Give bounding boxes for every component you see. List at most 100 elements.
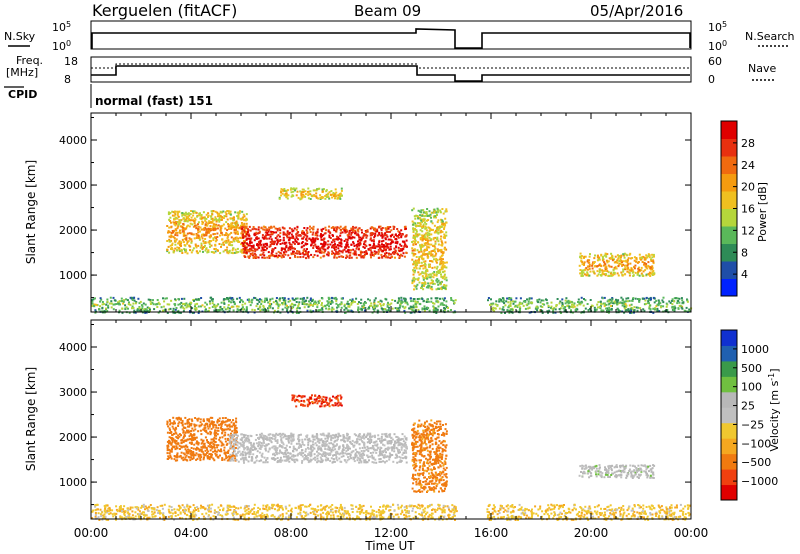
scatter-cell xyxy=(252,254,255,257)
scatter-cell xyxy=(412,516,415,519)
scatter-cell xyxy=(243,235,246,238)
scatter-cell xyxy=(614,260,617,263)
scatter-cell xyxy=(247,228,249,231)
scatter-cell xyxy=(284,303,287,306)
scatter-cell xyxy=(370,302,373,305)
scatter-cell xyxy=(423,237,426,240)
scatter-cell xyxy=(192,247,195,250)
scatter-cell xyxy=(243,219,246,222)
scatter-cell xyxy=(537,301,540,304)
scatter-cell xyxy=(264,226,267,229)
scatter-cell xyxy=(436,214,438,216)
scatter-cell xyxy=(581,301,584,304)
scatter-cell xyxy=(174,247,177,250)
scatter-cell xyxy=(182,217,185,220)
scatter-cell xyxy=(279,243,282,245)
scatter-cell xyxy=(435,288,438,291)
scatter-cell xyxy=(633,510,636,513)
scatter-cell xyxy=(337,305,340,308)
colorbar-swatch xyxy=(721,121,737,139)
scatter-cell xyxy=(373,250,376,253)
scatter-cell xyxy=(366,517,369,520)
scatter-cell xyxy=(421,284,424,287)
scatter-cell xyxy=(282,189,285,192)
scatter-cell xyxy=(264,242,267,245)
scatter-cell xyxy=(156,303,159,305)
scatter-cell xyxy=(677,300,680,302)
scatter-cell xyxy=(235,220,238,223)
scatter-cell xyxy=(641,516,643,519)
scatter-cell xyxy=(637,267,640,270)
scatter-cell xyxy=(439,281,442,284)
cpid-row: CPID normal (fast) 151 xyxy=(4,84,213,108)
scatter-cell xyxy=(564,306,567,308)
scatter-cell xyxy=(510,299,513,302)
scatter-cell xyxy=(288,241,291,244)
scatter-cell xyxy=(414,505,417,508)
scatter-cell xyxy=(388,252,390,255)
scatter-cell xyxy=(92,509,95,512)
scatter-cell xyxy=(236,231,239,234)
scatter-cell xyxy=(374,229,377,232)
scatter-cell xyxy=(594,254,596,257)
scatter-cell xyxy=(386,256,389,259)
scatter-cell xyxy=(421,282,424,285)
scatter-cell xyxy=(332,514,335,517)
scatter-cell xyxy=(282,233,285,236)
scatter-cell xyxy=(586,516,589,519)
scatter-cell xyxy=(176,214,179,217)
scatter-cell xyxy=(226,233,228,236)
scatter-cell xyxy=(290,302,293,305)
scatter-cell xyxy=(516,304,519,307)
scatter-cell xyxy=(182,223,185,225)
scatter-cell xyxy=(363,251,366,254)
scatter-cell xyxy=(628,269,631,271)
scatter-cell xyxy=(453,511,456,514)
scatter-cell xyxy=(367,298,370,301)
scatter-cell xyxy=(176,231,179,234)
scatter-cell xyxy=(295,241,298,244)
scatter-cell xyxy=(435,310,438,313)
scatter-cell xyxy=(297,231,300,233)
scatter-cell xyxy=(170,226,173,229)
scatter-cell xyxy=(275,303,278,306)
scatter-cell xyxy=(404,225,407,228)
scatter-cell xyxy=(183,220,186,223)
scatter-cell xyxy=(324,248,327,251)
scatter-cell xyxy=(337,197,339,200)
scatter-cell xyxy=(424,277,427,280)
scatter-cell xyxy=(306,248,308,251)
scatter-cell xyxy=(253,296,256,299)
scatter-cell xyxy=(223,215,226,217)
scatter-cell xyxy=(373,509,376,512)
scatter-cell xyxy=(644,258,647,261)
scatter-cell xyxy=(241,303,244,306)
scatter-cell xyxy=(380,240,383,243)
scatter-cell xyxy=(193,299,195,302)
scatter-cell xyxy=(219,229,222,232)
scatter-cell xyxy=(262,504,265,507)
scatter-cell xyxy=(430,243,433,246)
scatter-cell xyxy=(204,219,207,222)
scatter-region xyxy=(411,207,448,291)
scatter-cell xyxy=(271,307,274,310)
scatter-cell xyxy=(201,223,204,225)
scatter-cell xyxy=(335,238,338,241)
scatter-cell xyxy=(253,227,256,230)
scatter-cell xyxy=(554,308,557,311)
scatter-cell xyxy=(559,312,562,314)
scatter-cell xyxy=(125,516,128,519)
scatter-cell xyxy=(302,193,305,196)
scatter-cell xyxy=(650,258,652,261)
scatter-cell xyxy=(226,512,229,515)
scatter-cell xyxy=(330,299,333,302)
scatter-cell xyxy=(223,298,226,300)
scatter-cell xyxy=(227,306,230,309)
scatter-cell xyxy=(138,307,141,310)
scatter-cell xyxy=(579,272,582,275)
scatter-cell xyxy=(179,221,182,224)
scatter-cell xyxy=(156,299,159,301)
scatter-cell xyxy=(541,515,543,518)
scatter-cell xyxy=(312,298,314,301)
scatter-cell xyxy=(657,299,660,302)
